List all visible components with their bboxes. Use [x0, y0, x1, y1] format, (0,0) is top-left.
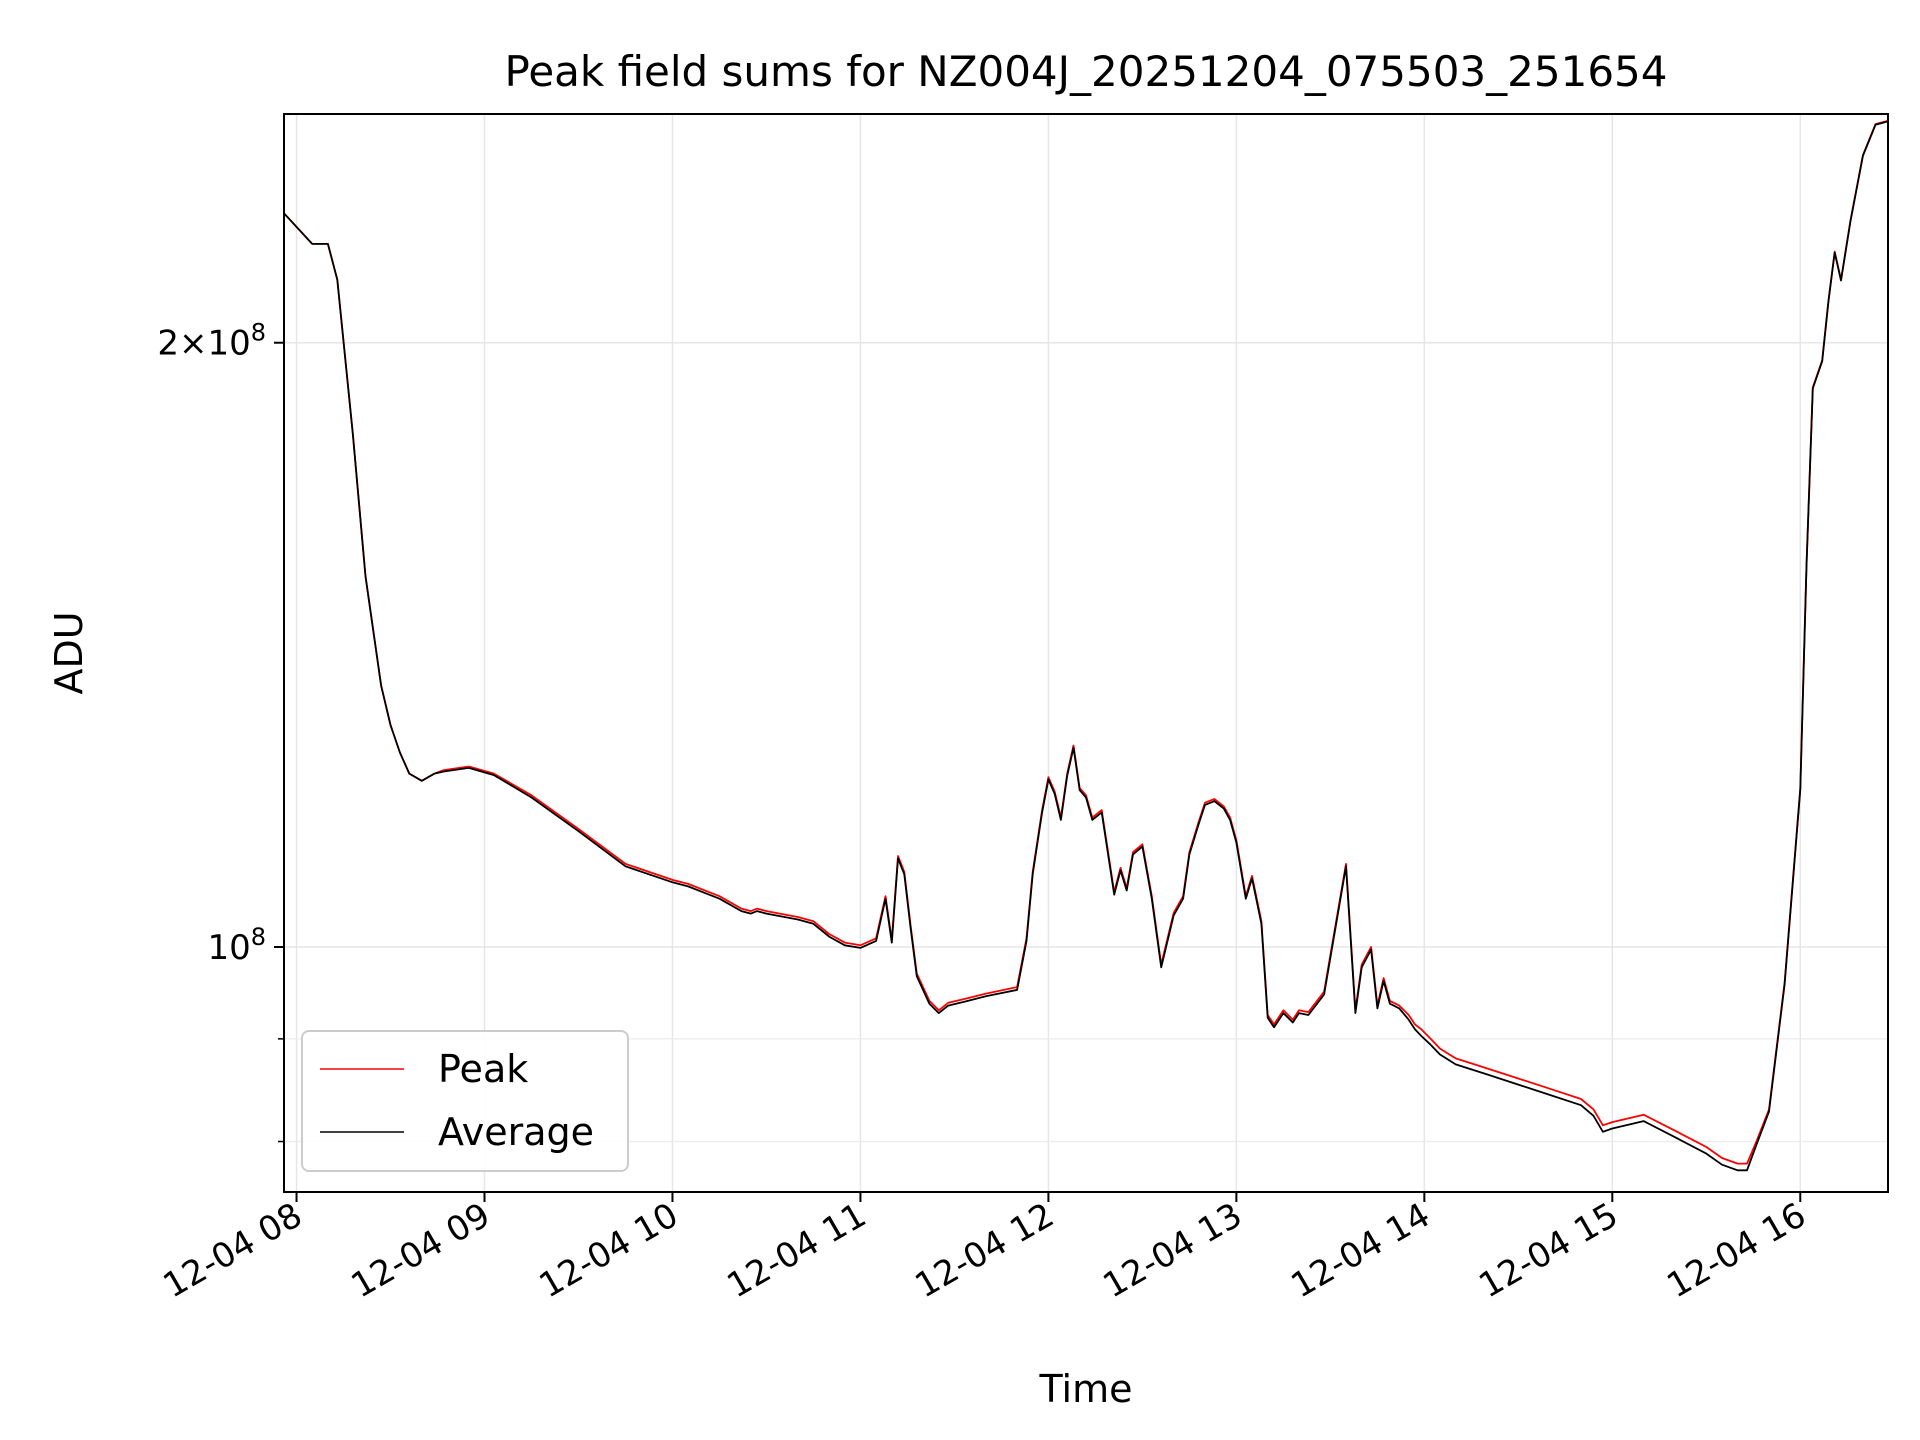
grid-lines: [284, 114, 1888, 1192]
legend-label-average: Average: [438, 1110, 594, 1154]
y-tick-label: 2×108: [157, 319, 266, 364]
legend-box: [301, 1030, 629, 1172]
plot-area-frame: [283, 113, 1889, 1193]
legend-label-peak: Peak: [438, 1047, 528, 1091]
chart-title: Peak field sums for NZ004J_20251204_0755…: [505, 47, 1668, 96]
series-lines: [283, 119, 1889, 1172]
y-axis: 108 2×108: [157, 319, 284, 1143]
legend: Peak Average: [301, 1030, 629, 1172]
y-tick-label: 108: [207, 923, 266, 968]
y-axis-label: ADU: [47, 611, 91, 694]
series-line-average: [283, 120, 1889, 1172]
x-axis-label: Time: [1039, 1367, 1133, 1411]
